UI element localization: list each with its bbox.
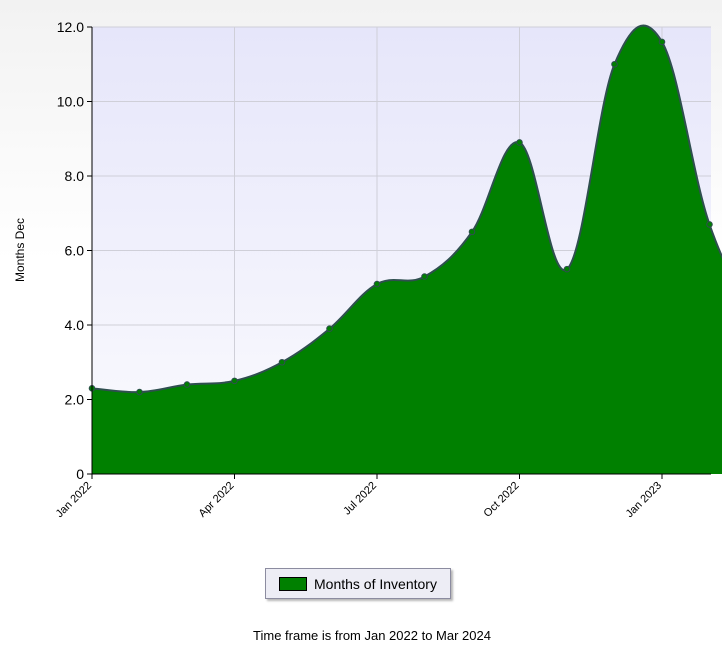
x-tick-label: Jan 2023 (624, 480, 664, 520)
data-point (231, 377, 238, 385)
y-tick-label: 10.0 (57, 94, 84, 110)
data-point (516, 139, 523, 146)
data-point (706, 221, 713, 228)
legend-label: Months of Inventory (314, 575, 437, 592)
y-tick-label: 6.0 (65, 243, 85, 259)
data-point (421, 273, 428, 280)
area-fill (92, 25, 722, 474)
data-point (136, 388, 143, 396)
data-point (183, 381, 191, 388)
x-tick-label: Oct 2022 (482, 480, 522, 520)
data-point (611, 60, 618, 68)
data-point (468, 228, 476, 236)
y-tick-label: 12.0 (57, 19, 84, 35)
y-tick-label: 2.0 (65, 392, 85, 408)
x-tick-label: Jul 2022 (341, 480, 379, 518)
y-tick-label: 4.0 (65, 317, 85, 333)
data-point (326, 325, 333, 333)
data-point (658, 38, 666, 46)
x-tick-label: Apr 2022 (197, 480, 237, 520)
data-point (373, 280, 381, 288)
legend: Months of Inventory (265, 568, 451, 599)
y-axis-tick-labels: 0 2.0 4.0 6.0 8.0 10.0 12.0 (57, 19, 84, 482)
data-point (563, 265, 571, 273)
axes (87, 26, 711, 479)
x-axis-tick-labels: Jan 2022 Apr 2022 Jul 2022 Oct 2022 Jan 2023… (54, 480, 664, 520)
legend-swatch (279, 576, 307, 591)
time-frame-caption: Time frame is from Jan 2022 to Mar 2024 (253, 628, 491, 643)
y-tick-label: 8.0 (65, 168, 85, 184)
data-point (278, 358, 286, 366)
y-tick-label: 0 (76, 466, 84, 482)
y-axis-title: Months Dec (13, 218, 27, 282)
x-tick-label: Jan 2022 (54, 480, 94, 520)
series-points (88, 38, 713, 396)
